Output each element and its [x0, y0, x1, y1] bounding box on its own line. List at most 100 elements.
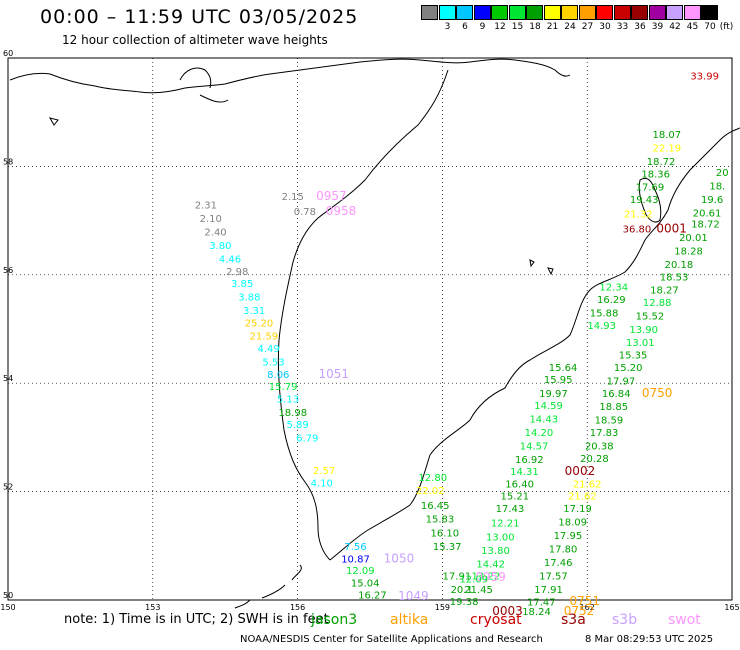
wave-height-label: 15.37 [433, 542, 462, 553]
wave-height-label: 20.38 [585, 442, 614, 453]
colorbar-unit: (ft) [719, 22, 734, 32]
wave-height-label: 21.59 [249, 332, 278, 343]
mission-s3a: s3a [561, 612, 586, 628]
wave-height-label: 22.19 [653, 143, 682, 154]
colorbar-label: 42 [669, 22, 681, 32]
wave-height-label: 14.42 [476, 560, 505, 571]
lat-tick-label: 60 [3, 49, 13, 58]
wave-height-label: 17.97 [607, 376, 636, 387]
lon-tick-label: 162 [580, 603, 595, 612]
wave-height-label: 17.91 [534, 585, 563, 596]
colorbar-label: 3 [444, 22, 451, 32]
lon-tick-label: 156 [290, 603, 305, 612]
mission-swot: swot [668, 612, 701, 628]
wave-height-label: 1051 [319, 367, 350, 381]
colorbar-swatch [526, 5, 543, 20]
wave-height-label: 13.01 [626, 338, 655, 349]
wave-height-label: 17.43 [496, 504, 525, 515]
wave-height-label: 16.45 [421, 501, 450, 512]
wave-height-label: 21.62 [573, 479, 602, 490]
wave-height-label: 15.79 [269, 382, 298, 393]
wave-height-label: 12.09 [459, 574, 488, 585]
colorbar-swatch [491, 5, 508, 20]
kuril-islands [234, 564, 302, 609]
wave-height-label: 12.09 [346, 566, 375, 577]
lon-tick-label: 153 [145, 603, 160, 612]
wave-height-label: 18.98 [278, 408, 307, 419]
wave-height-label: 19.97 [539, 389, 568, 400]
small-island-2 [529, 259, 535, 268]
kamchatka-east-coast [329, 127, 740, 561]
wave-height-label: 15.95 [544, 375, 573, 386]
colorbar-label: 36 [634, 22, 646, 32]
lat-tick-label: 52 [3, 483, 13, 492]
lat-tick-label: 50 [3, 591, 13, 600]
colorbar-swatch [438, 5, 456, 20]
observation-labels: 33.9918.0722.1918.7218.3617.6919.4321.32… [195, 71, 729, 617]
wave-height-label: 14.20 [525, 428, 554, 439]
colorbar-swatch [578, 5, 596, 20]
wave-height-label: 1050 [384, 551, 415, 565]
wave-height-label: 18.72 [691, 219, 720, 230]
colorbar-label: 33 [616, 22, 629, 32]
wave-height-label: 14.31 [510, 467, 539, 478]
wave-height-label: 15.52 [636, 311, 665, 322]
wave-height-label: 20.61 [693, 208, 722, 219]
wave-height-label: 19.43 [630, 195, 659, 206]
mission-s3b: s3b [612, 612, 638, 628]
lon-tick-label: 165 [724, 603, 739, 612]
wave-height-label: 15.83 [426, 515, 455, 526]
wave-height-label: 4.10 [311, 478, 333, 489]
colorbar-label: 15 [511, 22, 524, 32]
wave-height-label: 5.13 [277, 394, 299, 405]
wave-height-label: 15.64 [549, 363, 578, 374]
colorbar-swatch [543, 5, 561, 20]
colorbar-swatch [508, 5, 526, 20]
wave-height-label: 18.24 [522, 607, 551, 618]
wave-height-label: 14.43 [529, 414, 558, 425]
wave-height-label: 14.57 [520, 442, 549, 453]
wave-height-label: 17.19 [563, 504, 592, 515]
colorbar-swatch [666, 5, 683, 20]
wave-height-label: 33.99 [690, 71, 719, 82]
wave-height-label: 13.22 [472, 572, 501, 583]
wave-height-label: 2.31 [195, 200, 217, 211]
wave-height-label: 18.36 [641, 169, 670, 180]
lat-tick-label: 54 [3, 374, 13, 383]
wave-height-label: 15.35 [619, 350, 648, 361]
wave-height-label: 4.46 [219, 255, 241, 266]
footer-credit: NOAA/NESDIS Center for Satellite Applica… [240, 634, 543, 645]
colorbar-label: 18 [529, 22, 541, 32]
mission-cryosat: cryosat [470, 612, 522, 628]
karaginsky-island [638, 177, 662, 223]
wave-height-label: 0002 [565, 464, 596, 478]
colorbar-label: 30 [599, 22, 611, 32]
footer-generated-time: 8 Mar 08:29:53 UTC 2025 [585, 634, 714, 645]
wave-height-label: 7.56 [344, 542, 366, 553]
wave-height-label: 13.80 [481, 546, 510, 557]
wave-height-label: 2.15 [282, 192, 304, 203]
wave-height-label: 3.31 [243, 306, 265, 317]
colorbar-swatch [421, 5, 438, 20]
wave-height-label: 0750 [642, 386, 673, 400]
wave-height-label: 22.02 [416, 486, 445, 497]
wave-height-label: 16.10 [430, 528, 459, 539]
wave-height-label: 21.32 [624, 210, 653, 221]
wave-height-label: 20.28 [580, 454, 609, 465]
wave-height-label: 17.83 [590, 428, 619, 439]
wave-height-label: 0.78 [294, 207, 316, 218]
colorbar-swatch [473, 5, 491, 20]
axis-tick-labels: 150 153 156 159 162 165 60 58 56 54 52 50 [0, 49, 739, 612]
wave-height-label: 20.18 [665, 260, 694, 271]
wave-height-label: 3.88 [238, 292, 260, 303]
wave-height-label: 0003 [492, 604, 523, 618]
wave-height-label: 0752 [564, 604, 595, 618]
kamchatka-west-coast [277, 69, 449, 561]
lat-tick-label: 58 [3, 157, 13, 166]
wave-height-label: 16.27 [358, 591, 387, 602]
wave-height-label: 17.57 [539, 572, 568, 583]
colorbar-swatch [561, 5, 578, 20]
wave-height-label: 18.07 [653, 130, 682, 141]
colorbar-swatch [648, 5, 666, 20]
